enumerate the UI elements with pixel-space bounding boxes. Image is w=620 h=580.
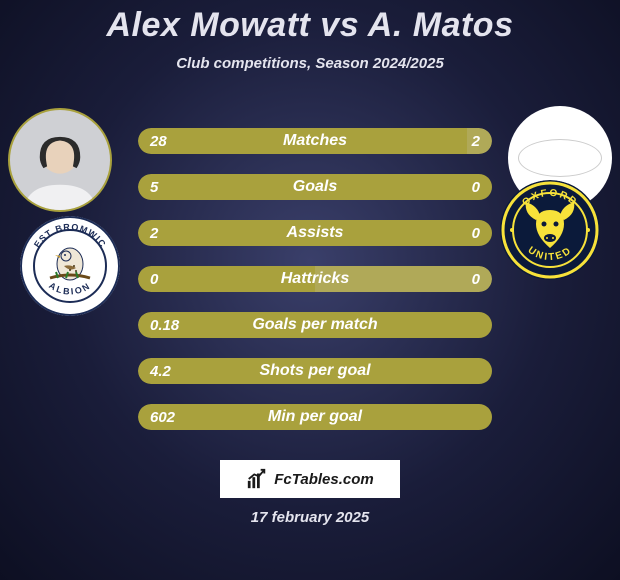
stat-row: 0.18Goals per match: [138, 312, 492, 338]
west-brom-crest-icon: EST BROMWIC ALBION: [20, 216, 120, 316]
comparison-content: EST BROMWIC ALBION OXFORD UNITED: [0, 100, 620, 440]
stat-label: Goals per match: [138, 316, 492, 334]
date-text: 17 february 2025: [251, 509, 369, 526]
stat-label: Hattricks: [138, 270, 492, 288]
stat-label: Goals: [138, 178, 492, 196]
page-subtitle: Club competitions, Season 2024/2025: [0, 55, 620, 72]
person-silhouette-icon: [14, 124, 106, 212]
club-right-crest: OXFORD UNITED: [500, 180, 600, 280]
club-left-crest: EST BROMWIC ALBION: [20, 216, 120, 316]
brand-badge: FcTables.com: [220, 460, 400, 498]
stat-bars-container: 282Matches 50Goals 20Assists 00Hattricks 0.1…: [138, 128, 492, 450]
stat-label: Min per goal: [138, 408, 492, 426]
stat-row: 50Goals: [138, 174, 492, 200]
fctables-logo-icon: [246, 468, 268, 490]
stat-row: 00Hattricks: [138, 266, 492, 292]
placeholder-oval-icon: [518, 139, 602, 177]
stat-row: 602Min per goal: [138, 404, 492, 430]
player-left-avatar: [8, 108, 112, 212]
stat-row: 20Assists: [138, 220, 492, 246]
stat-row: 4.2Shots per goal: [138, 358, 492, 384]
stat-label: Assists: [138, 224, 492, 242]
stat-row: 282Matches: [138, 128, 492, 154]
oxford-united-crest-icon: OXFORD UNITED: [500, 180, 600, 280]
page-title: Alex Mowatt vs A. Matos: [0, 0, 620, 45]
brand-text: FcTables.com: [274, 471, 373, 488]
stat-label: Shots per goal: [138, 362, 492, 380]
stat-label: Matches: [138, 132, 492, 150]
